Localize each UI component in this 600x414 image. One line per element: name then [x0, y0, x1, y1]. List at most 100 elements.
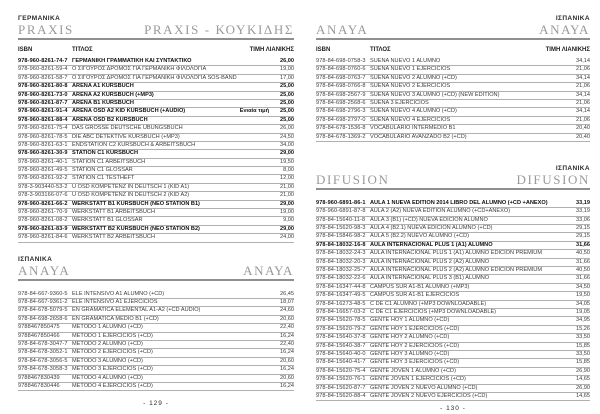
book-price: 29,00 — [280, 225, 294, 232]
table-row: 978-960-8261-08-2 WERKSTATT B1 GLOSSAR 9,0… — [18, 217, 294, 226]
book-title: Ο ΣΙΓΟΥΡΟΣ ΔΡΟΜΟΣ ΓΙΑ ΓΕΡΜΑΝΙΚΗ ΦΙΛΟΛΟΓΙ… — [72, 74, 237, 81]
book-title: VOCABULARIO AVANZADO B2 (+CD) — [370, 133, 467, 140]
book-title: GENTE JOVEN 1 EJERCICIOS (+CD) — [370, 376, 466, 383]
book-title: GENTE JOVEN 2 NUEVO EJERCICIOS (+CD) — [370, 392, 488, 399]
book-isbn: 978-960-8261-83-9 — [18, 225, 68, 232]
table-row: 978-84-678-3052-1 METODO 2 EJERCICIOS (+C… — [18, 349, 294, 358]
book-isbn: 978-960-8261-78-5 — [18, 133, 68, 140]
section-header-left: ANAYA — [316, 23, 368, 37]
book-table: 978-84-698-0758-3 SUENA NUEVO 1 ALUMNO 34,… — [316, 58, 590, 142]
book-title: SUENA NUEVO 1 EJERCICIOS — [370, 66, 451, 73]
book-table: 978-960-8261-74-7 ΓΕΡΜΑΝΙΚΗ ΓΡΑΜΜΑΤΙΚΗ ΚΑ… — [18, 58, 294, 243]
book-title: SUENA NUEVO 4 EJERCICIOS — [370, 116, 451, 123]
book-isbn: 978-960-8261-75-4 — [18, 125, 68, 132]
section-header-right: PRAXIS - ΚΟΥΚΙΔΗΣ — [144, 23, 294, 37]
section-header-left: ΙΣΠΑΝΙΚΑ ANAYA — [18, 256, 70, 278]
book-price: 25,00 — [280, 91, 294, 98]
table-row: 978-84-15640-11-8 AULA 3 (B1) (+CD) NUEVA… — [316, 216, 590, 226]
book-isbn: 978-84-15640-41-7 — [316, 359, 366, 366]
book-price: 40,50 — [576, 250, 590, 257]
book-title: C DE C1 EJERCICIOS (+MP3 DOWNLOADABLE) — [370, 308, 497, 315]
page-number-right: - 130 - — [440, 405, 466, 413]
book-isbn: 978-960-8261-59-4 — [18, 66, 68, 73]
book-isbn: 978-960-8261-30-9 — [18, 150, 68, 157]
book-isbn: 978-84-16347-44-8 — [316, 283, 366, 290]
book-title: AULA INTERNACIONAL PLUS 1 (A1) ALUMNO — [370, 241, 493, 248]
section-header: ANAYA ΙΣΠΑΝΙΚΑ ΑΝΑΥΑ — [316, 15, 590, 40]
section-header: ΓΕΡΜΑΝΙΚΑ PRAXIS PRAXIS - ΚΟΥΚΙΔΗΣ — [18, 15, 294, 40]
book-isbn: 978-960-8261-91-4 — [18, 108, 68, 115]
book-title: ARENA ÖSD B2 KURSBUCH — [72, 116, 148, 123]
section-title: ΑΝΑΥΑ — [243, 262, 294, 278]
section-language-label: ΓΕΡΜΑΝΙΚΑ — [18, 15, 61, 22]
book-price: 14,65 — [576, 392, 590, 399]
book-isbn: 978-960-8261-58-7 — [18, 74, 68, 81]
page-right-body: ANAYA ΙΣΠΑΝΙΚΑ ΑΝΑΥΑ ISBN ΤΙΤΛΟΣ ΤΙΜΗ ΛΙΑΝΙΚΗ… — [316, 15, 590, 402]
table-row: 978-84-15640-38-7 GENTE HOY 2 EJERCICIOS … — [316, 343, 590, 351]
book-title: AULA 3 (B1) (+CD) NUEVA EDICION ALUMNO — [370, 216, 488, 223]
book-isbn: 978-84-18032-16-8 — [316, 241, 366, 248]
book-title: METODO 1 EJERCICIOS (+CD) — [72, 332, 153, 339]
book-isbn: 978-84-678-3056-5 — [18, 357, 68, 364]
book-price: 40,50 — [576, 267, 590, 274]
table-row: 9788467850466 METODO 1 EJERCICIOS (+CD) 16… — [18, 333, 294, 341]
column-header-title: ΤΙΤΛΟΣ — [72, 47, 93, 53]
section-anaya-spanish-right: ANAYA ΙΣΠΑΝΙΚΑ ΑΝΑΥΑ ISBN ΤΙΤΛΟΣ ΤΙΜΗ ΛΙΑΝΙΚΗ… — [316, 15, 590, 142]
book-title: WERKSTATT B1 ARBEITSBUCH — [72, 209, 155, 216]
book-title: STATION C1 ARBEITSBUCH — [72, 158, 146, 165]
book-price: 34,14 — [576, 74, 590, 81]
book-isbn: 978-960-8261-92-2 — [18, 175, 68, 182]
book-isbn: 978-84-698-2568-6 — [316, 99, 366, 106]
book-isbn: 978-960-6891-86-1 — [316, 199, 366, 206]
book-title: AULA INTERNACIONAL PLUS 1 (A1) ALUMNO ED… — [370, 250, 542, 257]
book-isbn: 9788467850466 — [18, 332, 60, 339]
book-price: 20,40 — [576, 133, 590, 140]
column-header-isbn: ISBN — [316, 47, 331, 53]
book-price: 20,60 — [280, 357, 294, 364]
book-price: 19,50 — [280, 158, 294, 165]
book-isbn: 978-84-698-0763-7 — [316, 74, 366, 81]
book-price: 8,00 — [283, 167, 294, 174]
book-title: GENTE HOY 3 EJERCICIOS (+CD) — [370, 359, 460, 366]
section-language-label: ΙΣΠΑΝΙΚΑ — [555, 164, 590, 172]
section-title: ΑΝΑΥΑ — [539, 22, 590, 37]
book-price: 17,00 — [280, 74, 294, 81]
book-isbn: 9788467830439 — [18, 374, 60, 381]
table-row: 978-84-15620-78-5 GENTE HOY 1 ALUMNO (+CD… — [316, 317, 590, 326]
page-right: ANAYA ΙΣΠΑΝΙΚΑ ΑΝΑΥΑ ISBN ΤΙΤΛΟΣ ΤΙΜΗ ΛΙΑΝΙΚΗ… — [300, 0, 600, 414]
book-title: STATION C1 GLOSSAR — [72, 167, 133, 174]
book-title: DAS GROSSE DEUTSCHE ÜBUNGSBUCH — [72, 125, 183, 132]
book-title: AULA INTERNACIONAL PLUS 3 (B1) ALUMNO — [370, 275, 490, 282]
book-price: 26,00 — [280, 125, 294, 132]
table-row: 978-84-15640-41-7 GENTE HOY 3 EJERCICIOS … — [316, 359, 590, 368]
book-price: 21,06 — [576, 66, 590, 73]
book-isbn: 978-960-8261-08-2 — [18, 217, 68, 224]
book-price: 9,00 — [283, 217, 294, 224]
book-isbn: 978-84-15640-37-8 — [316, 334, 366, 341]
book-title: METODO 1 ALUMNO (+CD) — [72, 324, 143, 331]
page-left-body: ΓΕΡΜΑΝΙΚΑ PRAXIS PRAXIS - ΚΟΥΚΙΔΗΣ ISBN ΤΙΤΛ… — [18, 15, 294, 396]
column-headers: ISBN ΤΙΤΛΟΣ ΤΙΜΗ ΛΙΑΝΙΚΗΣ — [18, 40, 294, 58]
book-title: ELE INTENSIVO A1 EJERCICIOS — [72, 298, 158, 305]
book-price: 25,00 — [280, 83, 294, 90]
book-price: 26,90 — [576, 367, 590, 374]
table-row: 978-84-16347-44-8 CAMPUS SUR A1-B1 ALUMNO… — [316, 283, 590, 293]
book-title: AULA 5 (B2.2) NUEVO ALUMNO (+CD) — [370, 233, 470, 240]
table-row: 978-84-15620-75-4 GENTE JOVEN 1 ALUMNO (+… — [316, 367, 590, 377]
table-row: 978-960-8261-59-4 Ο ΣΙΓΟΥΡΟΣ ΔΡΟΜΟΣ ΓΙΑ Γ… — [18, 66, 294, 75]
book-title: GENTE HOY 1 EJERCICIOS (+CD) — [370, 325, 460, 332]
book-title: GENTE HOY 2 EJERCICIOS (+CD) — [370, 342, 460, 349]
table-row: 978-84-18032-22-6 AULA INTERNACIONAL PLUS… — [316, 275, 590, 284]
section-header: ΙΣΠΑΝΙΚΑ ANAYA ΑΝΑΥΑ — [18, 256, 294, 281]
table-row: 978-84-678-5079-5 EN GRAMATICA ELEMENTAL … — [18, 307, 294, 316]
book-title: STATION C1 KURSBUCH — [72, 150, 138, 157]
section-header-right: ΙΣΠΑΝΙΚΑ ΑΝΑΥΑ — [539, 15, 590, 37]
book-price: 29,00 — [280, 150, 294, 157]
column-header-price: ΤΙΜΗ ΛΙΑΝΙΚΗΣ — [545, 47, 590, 53]
book-title: Ü ÖSD KOMPETENZ IN DEUTSCH 2 (KID A2) — [72, 192, 190, 199]
book-price: 34,95 — [576, 317, 590, 324]
book-price: 33,19 — [576, 199, 590, 206]
book-price: 21,00 — [280, 183, 294, 190]
section-title: DIFUSION — [316, 171, 390, 187]
book-title: VOCABULARIO INTERMEDIO B1 — [370, 125, 456, 132]
